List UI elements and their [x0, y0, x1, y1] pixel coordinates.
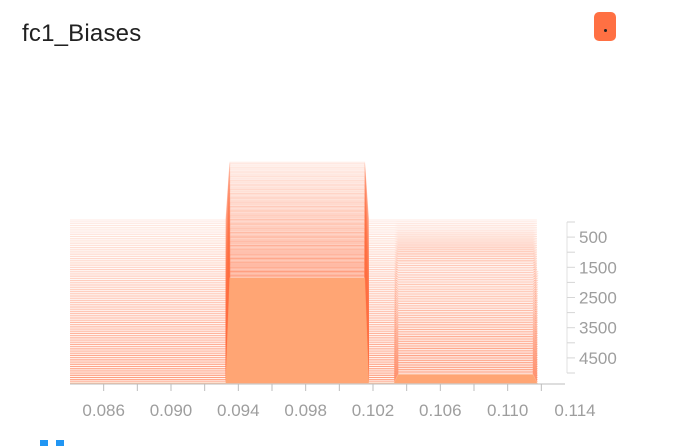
- x-tick-label: 0.098: [284, 401, 327, 420]
- histogram-ridges: [70, 161, 539, 384]
- more-options-button[interactable]: [594, 12, 616, 41]
- toggle-bar-right: [56, 440, 64, 446]
- y-tick-label: 500: [579, 228, 607, 247]
- x-axis: 0.086 0.090 0.094 0.098 0.102 0.106 0.110 0.114: [70, 383, 596, 420]
- expand-toggle-icon[interactable]: [40, 440, 66, 446]
- x-tick-label: 0.102: [352, 401, 395, 420]
- x-tick-label: 0.110: [487, 401, 528, 420]
- x-tick-label: 0.106: [419, 401, 462, 420]
- x-tick-label: 0.114: [554, 401, 595, 420]
- chart-title: fc1_Biases: [22, 20, 142, 47]
- x-tick-label: 0.086: [82, 401, 125, 420]
- x-tick-label: 0.094: [217, 401, 260, 420]
- x-tick-label: 0.090: [150, 401, 193, 420]
- toggle-bar-left: [40, 440, 48, 446]
- y-axis: 500 1500 2500 3500 4500: [566, 221, 617, 374]
- histogram-step-line: [70, 277, 538, 384]
- more-options-icon: [604, 29, 607, 32]
- y-tick-label: 3500: [579, 319, 617, 338]
- y-tick-label: 4500: [579, 349, 617, 368]
- y-tick-label: 2500: [579, 289, 617, 308]
- y-tick-label: 1500: [579, 258, 617, 277]
